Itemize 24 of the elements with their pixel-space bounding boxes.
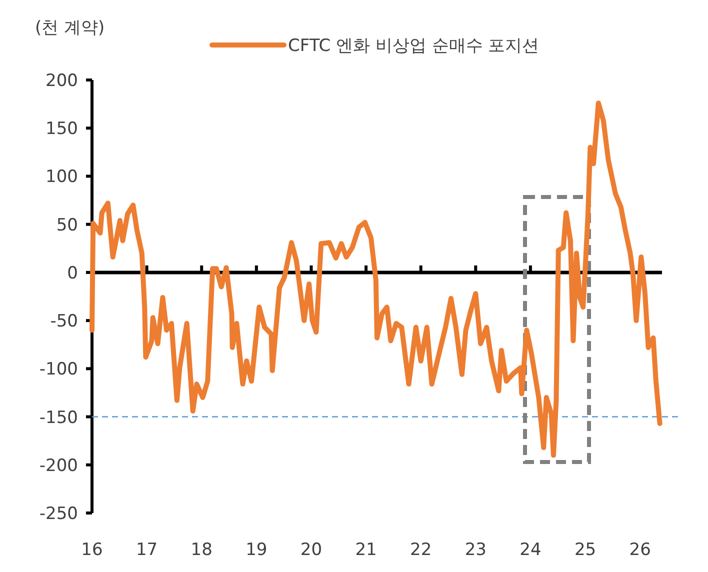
y-tick-label: 100 (46, 167, 78, 188)
y-tick-label: -250 (39, 504, 78, 524)
x-tick-label: 22 (410, 540, 432, 560)
x-tick-label: 21 (355, 540, 377, 560)
x-tick-label: 24 (520, 540, 542, 560)
x-tick-label: 18 (190, 540, 212, 560)
y-tick-label: -50 (50, 312, 78, 332)
x-tick-label: 23 (464, 540, 486, 560)
y-tick-label: -200 (39, 456, 78, 476)
y-tick-label: -150 (39, 408, 78, 428)
y-tick-label: 0 (67, 263, 78, 284)
legend: CFTC 엔화 비상업 순매수 포지션 (210, 36, 540, 56)
x-tick-label: 19 (246, 540, 268, 560)
y-tick-label: 200 (46, 71, 78, 91)
y-tick-label: -100 (39, 360, 78, 380)
y-axis-title: (천 계약) (35, 18, 105, 38)
x-tick-label: 16 (81, 540, 103, 560)
x-tick-label: 25 (574, 540, 596, 560)
y-tick-label: 50 (56, 215, 78, 236)
y-tick-label: 150 (46, 119, 78, 140)
x-tick-label: 26 (629, 540, 651, 560)
legend-label: CFTC 엔화 비상업 순매수 포지션 (288, 36, 540, 56)
x-tick-label: 17 (136, 540, 158, 560)
x-tick-label: 20 (300, 540, 322, 560)
